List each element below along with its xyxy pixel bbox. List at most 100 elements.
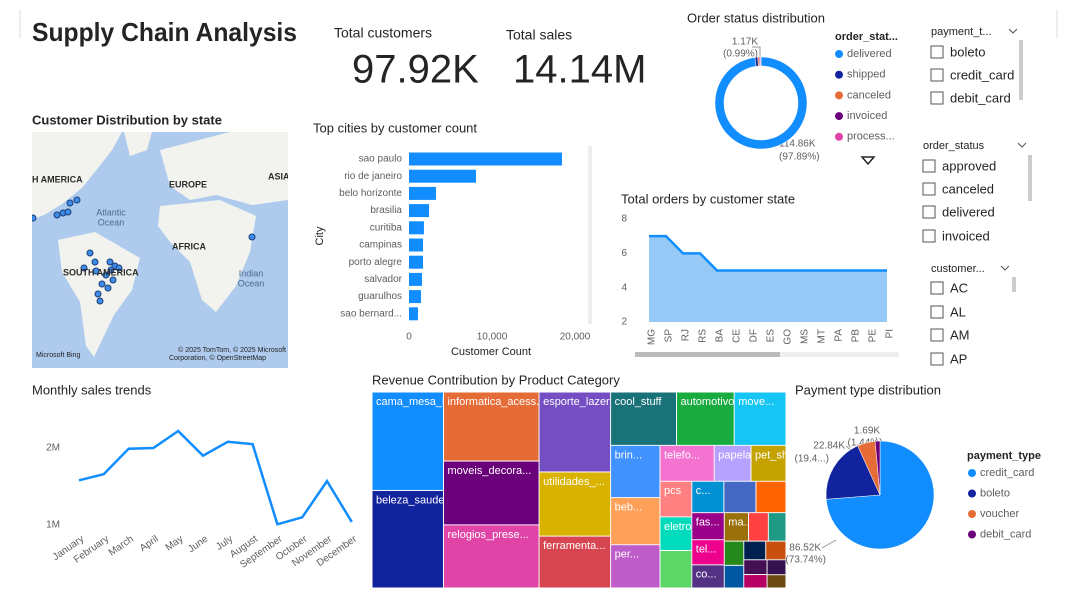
slicer-item[interactable]: delivered xyxy=(942,204,995,219)
legend-marker xyxy=(968,469,976,477)
checkbox[interactable] xyxy=(930,328,944,342)
tile-label: telefo... xyxy=(664,449,700,461)
bar xyxy=(409,186,436,200)
tile xyxy=(767,574,786,589)
map-points xyxy=(32,196,256,305)
legend-title: order_stat... xyxy=(835,31,898,43)
tile-rect xyxy=(750,445,786,482)
checkbox[interactable] xyxy=(930,91,944,105)
slicer-item[interactable]: AL xyxy=(950,304,966,319)
data-label: 1.17K xyxy=(732,37,758,48)
checkbox[interactable] xyxy=(930,68,944,82)
leader-line xyxy=(821,539,837,549)
map-label: EUROPE xyxy=(169,179,207,189)
chevron[interactable] xyxy=(1000,265,1010,271)
slicer-item[interactable]: debit_card xyxy=(950,90,1011,105)
tile-rect xyxy=(734,392,787,446)
scrollbar[interactable] xyxy=(1019,40,1023,100)
slicer-item[interactable]: AM xyxy=(950,327,970,342)
data-label: (0.99%) xyxy=(723,49,758,60)
checkbox[interactable] xyxy=(922,229,936,243)
tile-rect xyxy=(714,445,751,482)
checkbox[interactable] xyxy=(922,159,936,173)
tile: ma... xyxy=(724,512,749,542)
scrollbar[interactable] xyxy=(588,146,592,324)
slicer-item[interactable]: AC xyxy=(950,280,968,295)
bar xyxy=(409,290,422,304)
tile-rect xyxy=(372,490,444,588)
checkbox[interactable] xyxy=(922,182,936,196)
chevron[interactable] xyxy=(1017,142,1027,148)
tile-label: move... xyxy=(738,396,774,408)
scrollbar[interactable] xyxy=(1028,155,1032,201)
slicer-item[interactable]: boleto xyxy=(950,44,985,59)
legend-label: boleto xyxy=(980,487,1010,499)
slicer-title: order_status xyxy=(923,140,985,152)
scrollbar[interactable] xyxy=(1012,277,1016,292)
map-label: AFRICA xyxy=(172,241,206,251)
y-tick-label: 6 xyxy=(621,248,627,259)
checkbox[interactable] xyxy=(930,352,944,366)
tile: informatica_acess... xyxy=(443,392,540,462)
tile-rect xyxy=(610,445,660,498)
checkbox[interactable] xyxy=(930,305,944,319)
tile: move... xyxy=(734,392,787,446)
checkbox[interactable] xyxy=(930,281,944,295)
slicer-item[interactable]: invoiced xyxy=(942,228,990,243)
x-tick-label: RJ xyxy=(681,329,692,341)
tile-rect xyxy=(755,481,787,513)
x-axis-title: Customer Count xyxy=(451,346,531,358)
checkbox[interactable] xyxy=(930,45,944,59)
tile-label: relogios_prese... xyxy=(448,529,529,541)
tile: fas... xyxy=(691,512,725,540)
tile-rect xyxy=(768,512,787,542)
y-tick-label: rio de janeiro xyxy=(344,171,402,182)
slicer[interactable]: order_status approved canceled delivered… xyxy=(922,140,1032,244)
x-tick-label: MS xyxy=(800,329,811,344)
scroll-thumb[interactable] xyxy=(635,352,780,357)
legend-label: delivered xyxy=(847,48,892,60)
legend-marker xyxy=(835,70,843,79)
tile-rect xyxy=(743,574,768,588)
chevron[interactable] xyxy=(1008,28,1018,34)
slicer-item[interactable]: credit_card xyxy=(950,67,1014,82)
map-label: Indian xyxy=(239,268,264,278)
tile xyxy=(724,565,744,589)
y-axis-title: City xyxy=(314,226,326,245)
slice xyxy=(714,56,808,150)
tile-label: pet_sh... xyxy=(755,449,797,461)
x-tick-label: RS xyxy=(698,329,709,343)
scroll-arrow[interactable] xyxy=(860,156,876,166)
tile-rect xyxy=(443,524,540,589)
tile: cama_mesa_banho xyxy=(372,392,444,491)
tile-rect xyxy=(539,392,611,472)
legend-marker xyxy=(968,530,976,539)
y-tick-label: brasilia xyxy=(370,205,402,216)
tile-rect xyxy=(610,392,677,446)
tile: utilidades_... xyxy=(539,471,611,537)
legend-marker xyxy=(835,91,843,100)
checkbox[interactable] xyxy=(922,205,936,219)
tile: ferramenta... xyxy=(539,536,611,588)
tile-rect xyxy=(659,516,692,551)
tile-label: cool_stuff xyxy=(615,396,663,408)
legend-label: debit_card xyxy=(980,528,1031,540)
slicer-item[interactable]: approved xyxy=(942,158,996,173)
tile: c... xyxy=(691,481,724,513)
tile-rect xyxy=(724,541,744,566)
tile: relogios_prese... xyxy=(443,524,540,589)
chart-title: Payment type distribution xyxy=(795,382,941,397)
bar xyxy=(409,204,430,218)
slicer[interactable]: payment_t... boleto credit_card debit_ca… xyxy=(930,26,1023,106)
slicer-item[interactable]: AP xyxy=(950,351,967,366)
map[interactable]: H AMERICA EUROPE ASIA Atlantic Ocean AFR… xyxy=(30,132,290,368)
tile-rect xyxy=(610,544,660,589)
tile-label: beleza_saude xyxy=(376,494,445,506)
tile: telefo... xyxy=(659,445,715,482)
tile-label: co... xyxy=(696,569,717,581)
tile: moveis_decora... xyxy=(443,461,540,525)
slicer-item[interactable]: canceled xyxy=(942,181,994,196)
data-label: 1.69K xyxy=(854,426,880,437)
x-tick-label: March xyxy=(107,534,136,559)
slicer[interactable]: customer... AC AL AM AP xyxy=(930,263,1016,367)
